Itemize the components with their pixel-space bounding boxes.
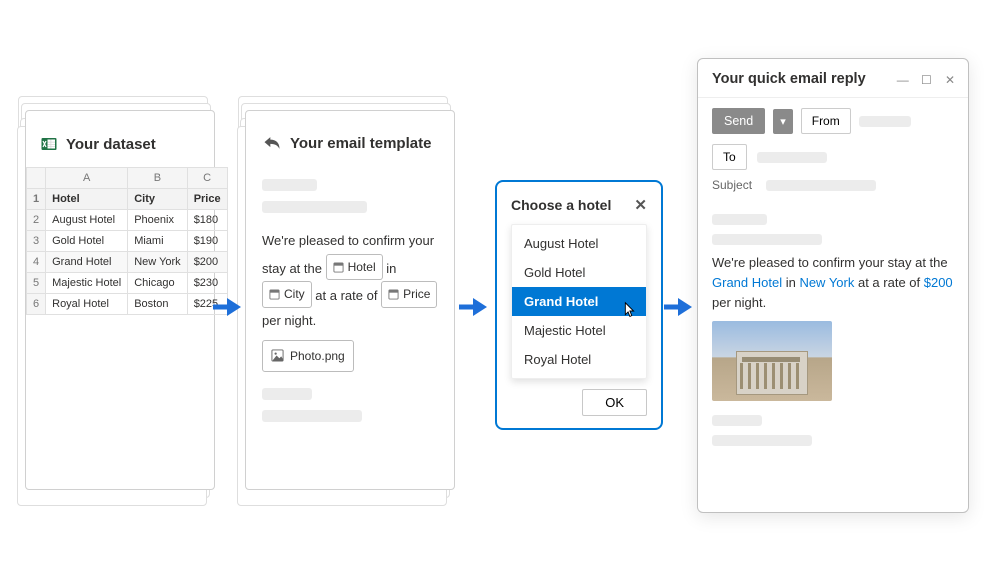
- template-panel: Your email template We're pleased to con…: [245, 110, 455, 490]
- reply-icon: [262, 133, 282, 153]
- window-buttons: — ☐ ✕: [889, 72, 956, 87]
- col-letter: A: [46, 168, 128, 189]
- dataset-table: A B C 1 Hotel City Price 2August HotelPh…: [26, 167, 228, 315]
- close-icon[interactable]: ✕: [944, 73, 956, 87]
- from-button[interactable]: From: [801, 108, 851, 134]
- reply-body: We're pleased to confirm your stay at th…: [712, 253, 954, 313]
- chooser-title: Choose a hotel: [511, 197, 611, 213]
- table-row: 5Majestic HotelChicago$230: [27, 273, 228, 294]
- flow-arrow: [664, 296, 694, 318]
- tag-icon: [269, 289, 280, 300]
- attachment-chip[interactable]: Photo.png: [262, 340, 354, 373]
- menu-item[interactable]: August Hotel: [512, 229, 646, 258]
- maximize-icon[interactable]: ☐: [920, 73, 932, 87]
- image-icon: [271, 349, 284, 362]
- ok-button[interactable]: OK: [582, 389, 647, 416]
- dataset-title-row: Your dataset: [26, 111, 214, 167]
- table-row: 6Royal HotelBoston$225: [27, 294, 228, 315]
- dataset-panel: Your dataset A B C 1 Hotel City Price 2A…: [25, 110, 215, 490]
- template-title-row: Your email template: [262, 133, 438, 153]
- header-cell: Hotel: [46, 189, 128, 210]
- table-row: 4Grand HotelNew York$200: [27, 252, 228, 273]
- template-title: Your email template: [290, 135, 431, 152]
- header-cell: City: [128, 189, 187, 210]
- col-letter: B: [128, 168, 187, 189]
- send-button[interactable]: Send: [712, 108, 765, 134]
- menu-item-selected[interactable]: Grand Hotel: [512, 287, 646, 316]
- col-letter: C: [187, 168, 227, 189]
- minimize-icon[interactable]: —: [897, 73, 909, 87]
- header-cell: Price: [187, 189, 227, 210]
- flow-arrow: [459, 296, 489, 318]
- close-icon[interactable]: ✕: [634, 196, 647, 214]
- flow-arrow: [213, 296, 243, 318]
- menu-item[interactable]: Majestic Hotel: [512, 316, 646, 345]
- menu-item[interactable]: Gold Hotel: [512, 258, 646, 287]
- dataset-title: Your dataset: [66, 136, 156, 153]
- tag-icon: [388, 289, 399, 300]
- reply-city-link[interactable]: New York: [799, 275, 854, 290]
- chooser-menu: August Hotel Gold Hotel Grand Hotel Maje…: [511, 224, 647, 379]
- field-chip-price[interactable]: Price: [381, 281, 437, 308]
- field-chip-hotel[interactable]: Hotel: [326, 254, 383, 281]
- reply-window: Your quick email reply — ☐ ✕ Send ▾ From…: [697, 58, 969, 513]
- chooser-popup: Choose a hotel ✕ August Hotel Gold Hotel…: [495, 180, 663, 430]
- excel-icon: [40, 135, 58, 153]
- reply-title: Your quick email reply: [712, 71, 866, 87]
- hotel-photo: [712, 321, 832, 401]
- reply-titlebar: Your quick email reply — ☐ ✕: [698, 59, 968, 98]
- reply-hotel-link[interactable]: Grand Hotel: [712, 275, 782, 290]
- template-body: We're pleased to confirm your stay at th…: [262, 229, 438, 372]
- field-chip-city[interactable]: City: [262, 281, 312, 308]
- to-button[interactable]: To: [712, 144, 747, 170]
- reply-price-link[interactable]: $200: [924, 275, 953, 290]
- tag-icon: [333, 262, 344, 273]
- table-row: 2August HotelPhoenix$180: [27, 210, 228, 231]
- table-row: 3Gold HotelMiami$190: [27, 231, 228, 252]
- menu-item[interactable]: Royal Hotel: [512, 345, 646, 374]
- send-caret-button[interactable]: ▾: [773, 109, 793, 134]
- subject-label: Subject: [712, 178, 756, 192]
